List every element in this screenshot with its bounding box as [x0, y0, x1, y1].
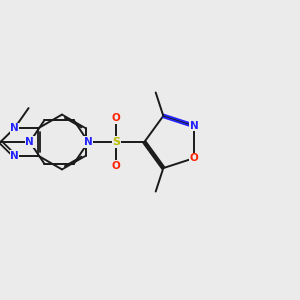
Text: N: N [10, 123, 19, 133]
Text: O: O [190, 153, 198, 163]
Text: N: N [10, 151, 19, 161]
Text: O: O [112, 113, 121, 123]
Text: N: N [84, 137, 93, 147]
Text: S: S [112, 137, 120, 147]
Text: N: N [26, 137, 34, 147]
Text: N: N [190, 121, 198, 131]
Text: O: O [112, 161, 121, 171]
